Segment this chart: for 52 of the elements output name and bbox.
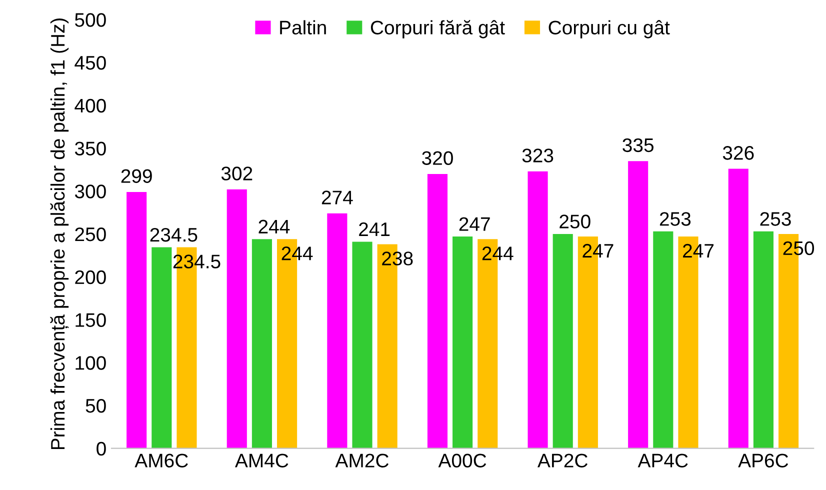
x-tick-label: AP4C xyxy=(638,454,688,468)
x-tick-label: A00C xyxy=(438,454,486,468)
bar xyxy=(552,234,573,448)
y-tick-label: 500 xyxy=(74,13,106,27)
data-label: 241 xyxy=(359,222,390,236)
y-tick-label: 300 xyxy=(74,184,106,198)
x-tick-label: AP2C xyxy=(538,454,588,468)
data-label: 253 xyxy=(760,212,791,226)
bar xyxy=(653,231,674,448)
y-axis-title: Prima frecvență proprie a plăcilor de paltin, f1 (Hz) xyxy=(50,18,69,450)
data-label: 335 xyxy=(622,138,654,152)
data-label: 253 xyxy=(660,212,691,226)
bar xyxy=(628,161,648,448)
x-tick-label: AM2C xyxy=(335,454,389,468)
y-tick-label: 350 xyxy=(74,142,106,156)
bar xyxy=(728,168,748,448)
data-label: 247 xyxy=(582,244,614,258)
y-tick-label: 250 xyxy=(75,227,106,242)
y-tick-label: 0 xyxy=(96,442,106,456)
data-label: 274 xyxy=(322,190,353,204)
bar xyxy=(528,171,548,448)
data-label: 299 xyxy=(121,169,152,183)
legend-label: Corpuri fără gât xyxy=(370,20,505,38)
bar xyxy=(252,239,272,448)
data-label: 247 xyxy=(459,217,490,231)
bar xyxy=(753,231,774,448)
x-tick-label: AP6C xyxy=(738,454,788,468)
bar xyxy=(126,192,147,448)
bar xyxy=(427,174,448,448)
x-tick-label: AM4C xyxy=(234,454,288,468)
legend-label: Corpuri cu gât xyxy=(548,20,670,38)
data-label: 302 xyxy=(221,166,252,180)
data-label: 244 xyxy=(258,220,290,234)
data-label: 326 xyxy=(722,146,754,160)
bar xyxy=(352,242,372,448)
data-label: 323 xyxy=(522,148,554,162)
data-label: 234.5 xyxy=(150,228,198,242)
y-tick-label: 450 xyxy=(74,56,106,70)
data-label: 247 xyxy=(683,244,714,258)
y-tick-label: 100 xyxy=(76,356,106,370)
y-tick-label: 200 xyxy=(75,270,106,284)
bar xyxy=(226,189,247,448)
data-label: 250 xyxy=(560,214,590,228)
bar xyxy=(327,213,348,448)
y-tick-label: 150 xyxy=(76,313,106,327)
data-label: 320 xyxy=(422,151,453,165)
bar xyxy=(452,236,473,448)
y-tick-label: 50 xyxy=(86,398,106,413)
bar xyxy=(152,247,172,448)
legend-label: Paltin xyxy=(280,20,326,34)
y-tick-label: 400 xyxy=(74,98,106,113)
x-tick-label: AM6C xyxy=(134,454,188,468)
